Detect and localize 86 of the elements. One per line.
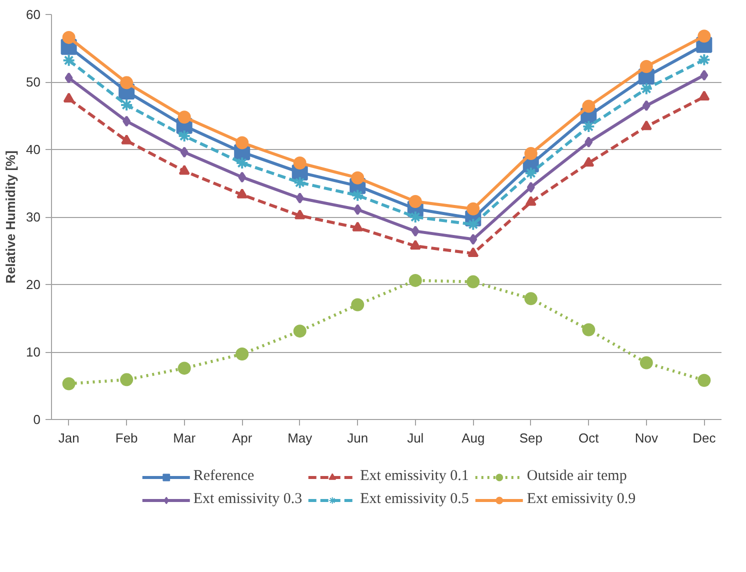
point	[408, 274, 422, 287]
x-tick-label: Oct	[578, 430, 600, 446]
point	[62, 30, 76, 44]
point	[62, 377, 76, 390]
point	[698, 30, 711, 43]
point	[524, 147, 538, 160]
point	[468, 247, 479, 258]
x-tick-label: Dec	[692, 430, 716, 446]
x-tick-label: Jun	[347, 430, 368, 446]
point	[411, 226, 420, 237]
x-tick-label: Feb	[115, 430, 138, 446]
point	[236, 156, 249, 170]
point	[63, 92, 74, 102]
point	[582, 120, 596, 134]
point	[64, 72, 73, 84]
point	[178, 110, 191, 124]
point	[410, 240, 421, 250]
point	[640, 120, 652, 130]
legend-label: Ext emissivity 0.9	[526, 491, 636, 508]
point	[526, 182, 535, 193]
point	[582, 100, 596, 113]
x-tick-label: Apr	[232, 430, 253, 446]
y-tick-label: 0	[33, 412, 41, 427]
legend-label: Reference	[193, 468, 254, 485]
point	[698, 374, 711, 387]
point	[120, 98, 134, 112]
point	[293, 176, 306, 190]
point	[640, 60, 653, 73]
y-tick-label: 60	[26, 7, 41, 22]
x-tick-label: Aug	[462, 430, 485, 446]
point	[236, 136, 249, 150]
legend-label: Outside air temp	[526, 468, 627, 485]
point	[583, 156, 594, 167]
y-tick-label: 50	[26, 74, 41, 90]
point	[698, 53, 711, 66]
point	[640, 82, 653, 96]
x-tick-label: Mar	[173, 430, 196, 446]
point	[466, 275, 480, 288]
y-tick-label: 40	[26, 142, 41, 157]
legend-label: Ext emissivity 0.1	[360, 468, 469, 485]
point	[238, 172, 246, 183]
point	[408, 194, 422, 208]
point	[178, 130, 191, 142]
point	[178, 362, 191, 375]
point	[466, 202, 480, 216]
point	[122, 116, 131, 127]
point	[351, 171, 364, 184]
point	[178, 164, 190, 175]
point	[582, 323, 596, 336]
point	[236, 348, 249, 361]
point	[642, 100, 650, 112]
point	[296, 192, 304, 204]
point	[120, 373, 134, 386]
x-tick-label: Nov	[634, 430, 658, 446]
point	[352, 222, 364, 232]
point	[584, 136, 593, 148]
point	[121, 134, 132, 144]
point	[351, 298, 364, 312]
point	[524, 292, 538, 306]
point	[525, 196, 536, 206]
point	[180, 146, 188, 158]
y-axis-title: Relative Humidity [%]	[3, 150, 18, 284]
point	[351, 188, 364, 202]
y-tick-label: 20	[26, 277, 41, 292]
point	[236, 188, 248, 198]
y-tick-label: 10	[26, 344, 41, 360]
x-tick-label: Jan	[58, 430, 80, 446]
point	[62, 54, 76, 67]
point	[469, 234, 478, 245]
point	[466, 218, 480, 231]
x-tick-label: Jul	[407, 430, 424, 446]
point	[294, 209, 306, 220]
x-tick-label: Sep	[519, 430, 542, 446]
point	[640, 356, 653, 370]
point	[408, 210, 422, 224]
x-tick-label: May	[288, 430, 313, 446]
point	[293, 156, 306, 170]
point	[524, 166, 538, 180]
legend-label: Ext emissivity 0.3	[193, 491, 302, 508]
point	[293, 324, 306, 338]
point	[698, 90, 710, 100]
legend-label: Ext emissivity 0.5	[360, 491, 469, 508]
y-tick-label: 30	[26, 210, 41, 224]
point	[354, 204, 362, 216]
point	[700, 70, 708, 81]
point	[120, 76, 134, 90]
